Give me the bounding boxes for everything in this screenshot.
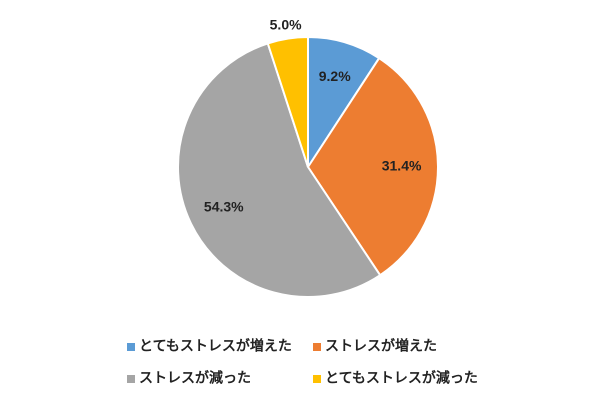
legend-swatch <box>313 343 321 351</box>
legend-label: ストレスが増えた <box>325 338 437 354</box>
data-label: 9.2% <box>319 68 351 84</box>
legend-swatch <box>127 375 135 383</box>
legend-swatch <box>313 375 321 383</box>
pie-slice <box>306 56 439 277</box>
data-label: 54.3% <box>204 199 244 215</box>
legend-label: ストレスが減った <box>139 370 251 386</box>
pie-slice <box>177 42 382 298</box>
data-label: 5.0% <box>270 16 302 32</box>
data-label: 31.4% <box>382 157 422 173</box>
pie-slice <box>266 35 309 168</box>
legend-swatch <box>127 343 135 351</box>
legend-label: とてもストレスが増えた <box>139 338 292 354</box>
legend-label: とてもストレスが減った <box>325 370 478 386</box>
